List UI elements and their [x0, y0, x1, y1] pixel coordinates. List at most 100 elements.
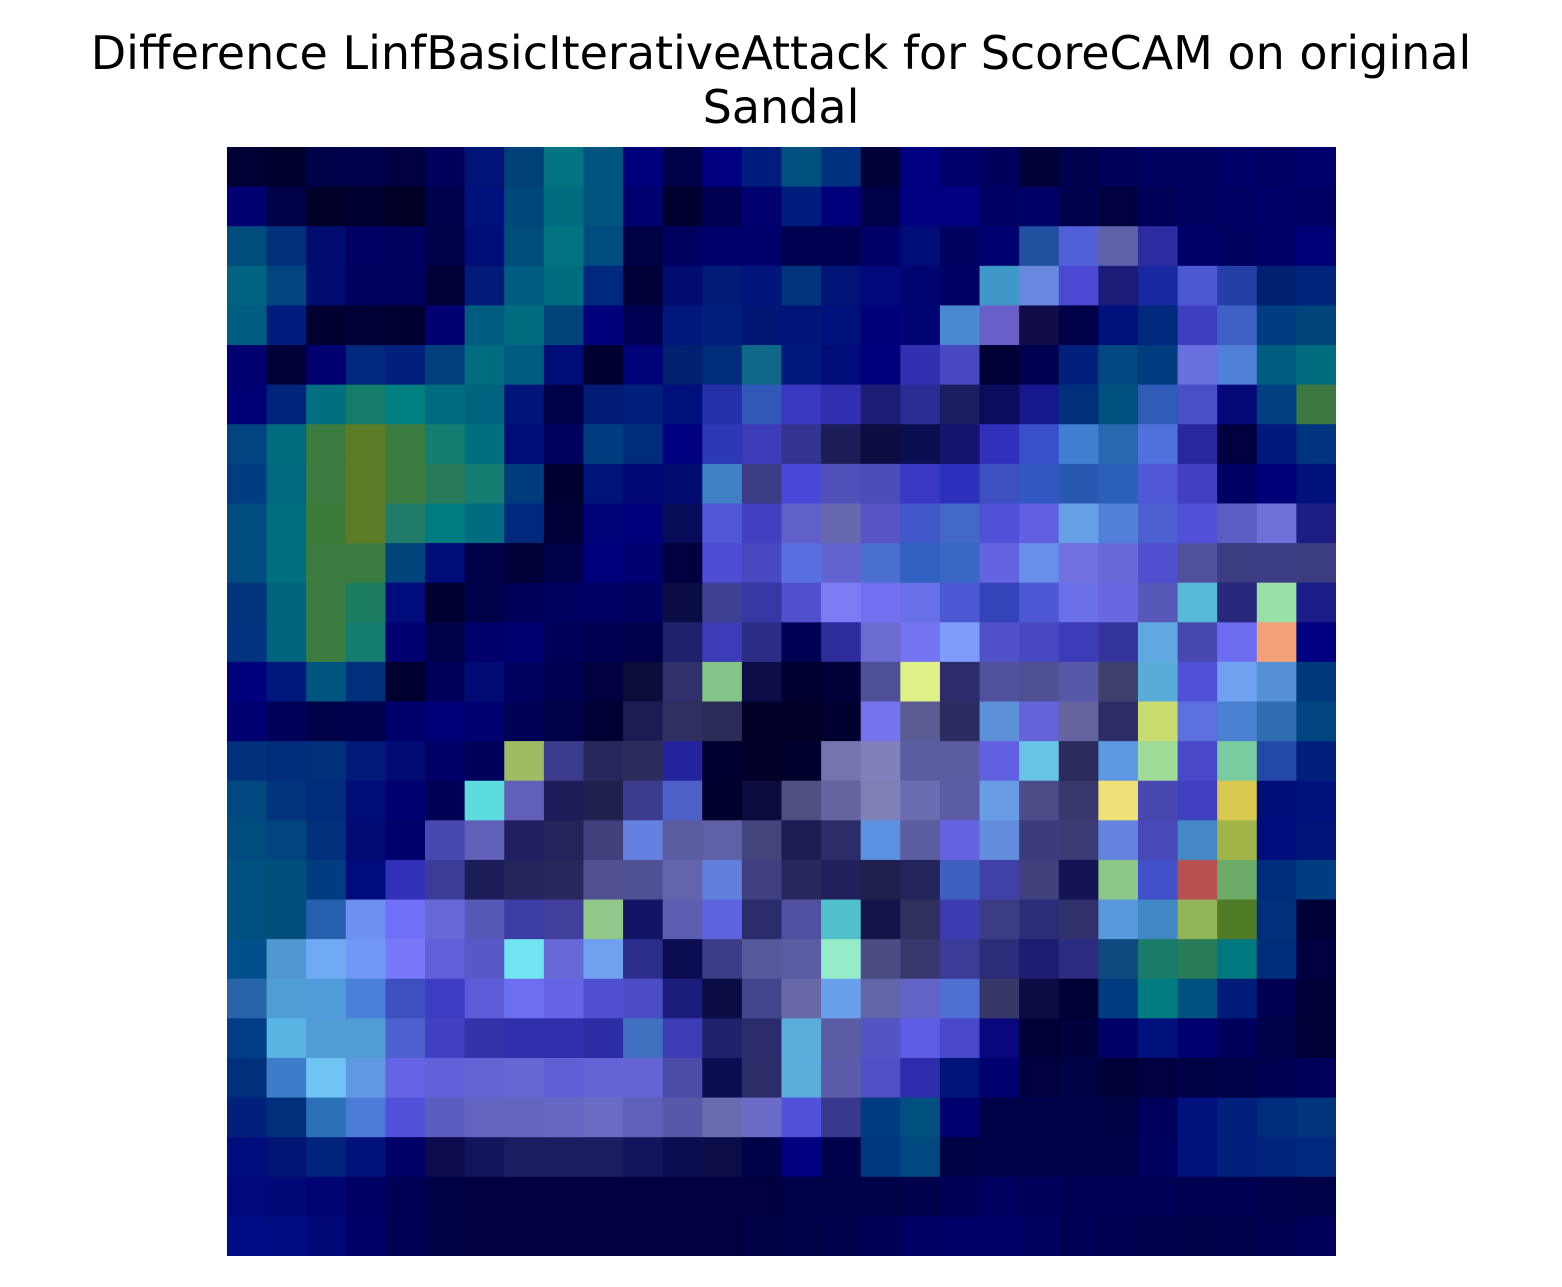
- heatmap-cell: [1296, 741, 1336, 782]
- heatmap-cell: [464, 384, 505, 425]
- heatmap-cell: [1137, 305, 1179, 346]
- heatmap-cell: [741, 463, 783, 505]
- heatmap-cell: [900, 820, 941, 861]
- heatmap-cell: [821, 1137, 862, 1178]
- heatmap-cell: [385, 701, 426, 742]
- heatmap-cell: [781, 622, 822, 663]
- heatmap-cell: [1177, 622, 1218, 663]
- heatmap-cell: [1217, 463, 1258, 505]
- heatmap-cell: [583, 859, 624, 901]
- heatmap-cell: [425, 384, 466, 425]
- heatmap-cell: [741, 622, 783, 663]
- heatmap-cell: [662, 741, 703, 782]
- heatmap-cell: [425, 859, 466, 901]
- heatmap-cell: [583, 899, 624, 940]
- heatmap-cell: [227, 661, 268, 703]
- heatmap-cell: [1058, 503, 1099, 544]
- heatmap-cell: [623, 503, 664, 544]
- heatmap-cell: [900, 305, 941, 346]
- heatmap-cell: [1256, 503, 1297, 544]
- heatmap-cell: [702, 543, 743, 584]
- heatmap-cell: [543, 622, 585, 663]
- heatmap-cell: [821, 345, 862, 386]
- heatmap-cell: [939, 741, 981, 782]
- heatmap-cell: [385, 305, 426, 346]
- heatmap-cell: [939, 859, 981, 901]
- heatmap-cell: [1256, 265, 1297, 307]
- heatmap-cell: [1137, 265, 1179, 307]
- heatmap-cell: [939, 939, 981, 980]
- heatmap-cell: [385, 1018, 426, 1059]
- heatmap-cell: [464, 780, 505, 821]
- heatmap-cell: [1058, 424, 1099, 465]
- heatmap-cell: [504, 622, 545, 663]
- heatmap-cell: [860, 582, 901, 623]
- heatmap-cell: [583, 661, 624, 703]
- heatmap-cell: [385, 899, 426, 940]
- heatmap-cell: [1177, 661, 1218, 703]
- heatmap-cell: [504, 384, 545, 425]
- heatmap-image: [227, 147, 1336, 1256]
- heatmap-cell: [543, 741, 585, 782]
- heatmap-cell: [1217, 978, 1258, 1019]
- heatmap-cell: [543, 503, 585, 544]
- heatmap-cell: [702, 582, 743, 623]
- heatmap-cell: [623, 265, 664, 307]
- heatmap-cell: [860, 1176, 901, 1217]
- heatmap-cell: [425, 1057, 466, 1099]
- heatmap-cell: [821, 305, 862, 346]
- heatmap-cell: [385, 265, 426, 307]
- heatmap-cell: [1019, 265, 1060, 307]
- heatmap-cell: [781, 1216, 822, 1256]
- heatmap-cell: [1058, 701, 1099, 742]
- heatmap-cell: [1058, 820, 1099, 861]
- heatmap-cell: [543, 978, 585, 1019]
- heatmap-cell: [1177, 1097, 1218, 1138]
- heatmap-cell: [781, 147, 822, 188]
- heatmap-cell: [583, 543, 624, 584]
- heatmap-cell: [227, 701, 268, 742]
- heatmap-cell: [1137, 186, 1179, 227]
- heatmap-cell: [979, 1057, 1020, 1099]
- heatmap-cell: [860, 1097, 901, 1138]
- heatmap-cell: [1058, 741, 1099, 782]
- heatmap-cell: [741, 543, 783, 584]
- heatmap-cell: [1177, 1057, 1218, 1099]
- heatmap-cell: [979, 1018, 1020, 1059]
- heatmap-cell: [1019, 701, 1060, 742]
- heatmap-cell: [1098, 939, 1139, 980]
- heatmap-cell: [662, 424, 703, 465]
- heatmap-cell: [702, 265, 743, 307]
- heatmap-cell: [1137, 899, 1179, 940]
- heatmap-cell: [702, 978, 743, 1019]
- heatmap-cell: [1137, 1097, 1179, 1138]
- heatmap-cell: [821, 265, 862, 307]
- heatmap-cell: [860, 978, 901, 1019]
- heatmap-cell: [425, 741, 466, 782]
- heatmap-cell: [1019, 582, 1060, 623]
- heatmap-cell: [939, 226, 981, 267]
- heatmap-cell: [979, 1137, 1020, 1178]
- heatmap-cell: [860, 701, 901, 742]
- heatmap-cell: [662, 978, 703, 1019]
- heatmap-cell: [1019, 1216, 1060, 1256]
- heatmap-cell: [1177, 1018, 1218, 1059]
- heatmap-cell: [1177, 463, 1218, 505]
- heatmap-cell: [821, 147, 862, 188]
- heatmap-cell: [1217, 859, 1258, 901]
- heatmap-cell: [900, 622, 941, 663]
- heatmap-cell: [583, 1018, 624, 1059]
- heatmap-cell: [1019, 147, 1060, 188]
- heatmap-cell: [900, 424, 941, 465]
- heatmap-cell: [1296, 384, 1336, 425]
- heatmap-cell: [227, 147, 268, 188]
- heatmap-cell: [979, 859, 1020, 901]
- heatmap-cell: [939, 345, 981, 386]
- heatmap-cell: [662, 1137, 703, 1178]
- heatmap-cell: [1058, 345, 1099, 386]
- heatmap-cell: [1217, 741, 1258, 782]
- heatmap-cell: [504, 1216, 545, 1256]
- heatmap-cell: [623, 820, 664, 861]
- heatmap-cell: [306, 345, 347, 386]
- heatmap-cell: [821, 463, 862, 505]
